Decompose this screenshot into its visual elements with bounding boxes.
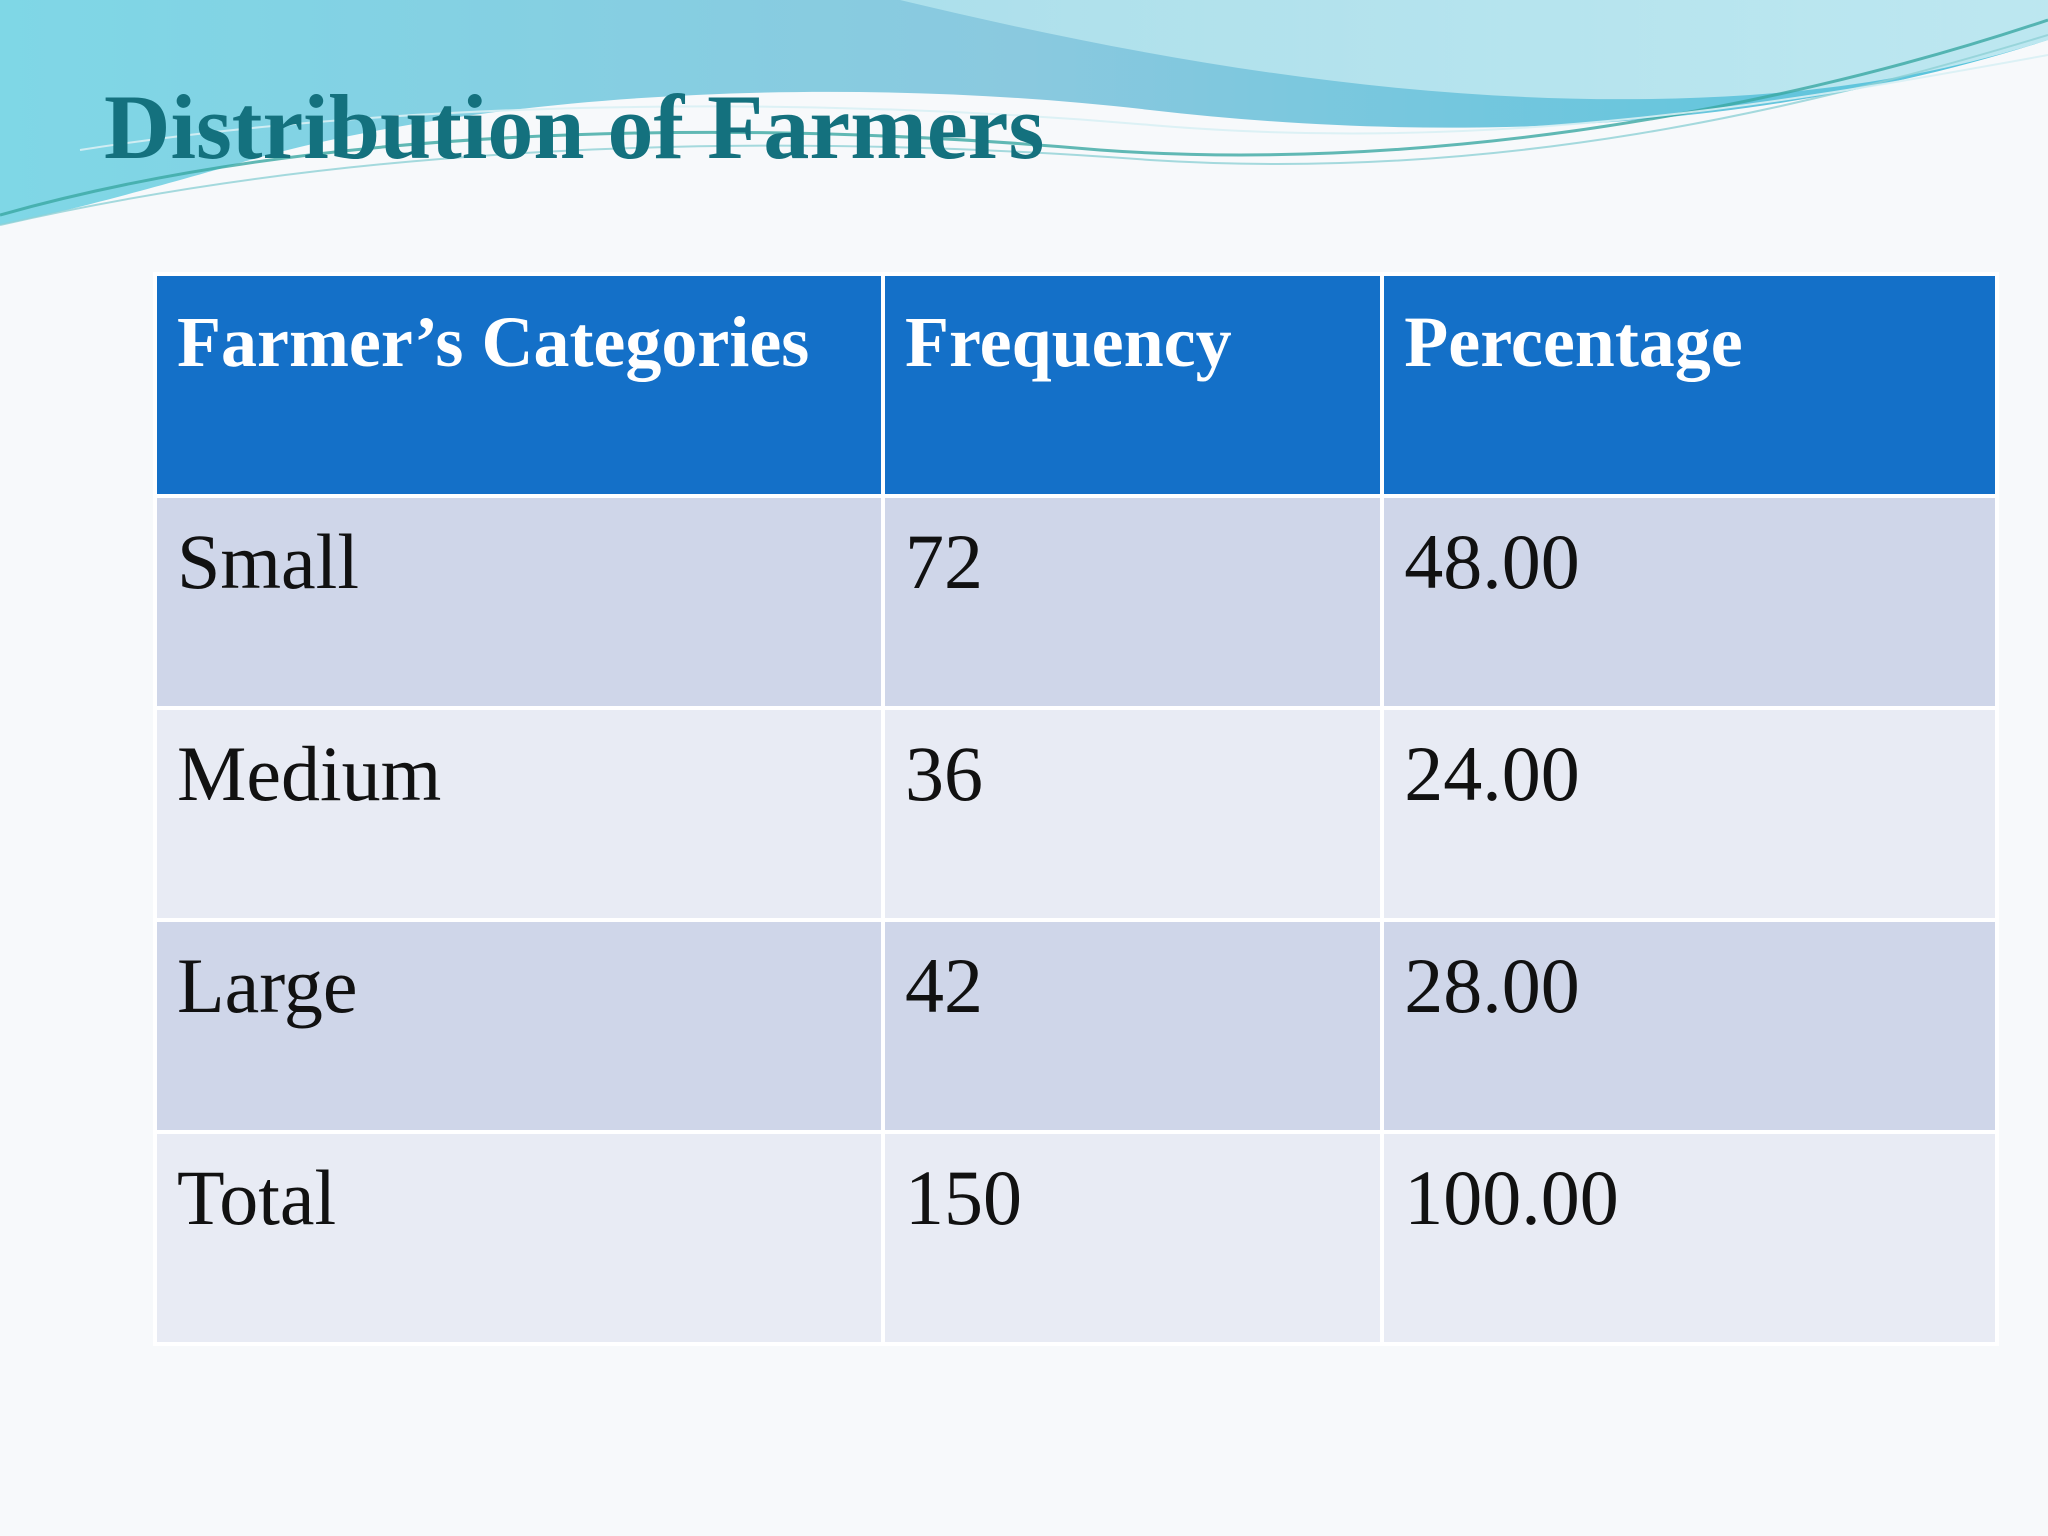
header-farmers-categories: Farmer’s Categories [157, 276, 881, 494]
cell-frequency: 150 [885, 1134, 1381, 1342]
farmers-distribution-table: Farmer’s Categories Frequency Percentage… [153, 272, 1999, 1346]
cell-category: Small [157, 498, 881, 706]
table-row-small: Small 72 48.00 [157, 498, 1995, 706]
header-frequency: Frequency [885, 276, 1381, 494]
table-row-medium: Medium 36 24.00 [157, 710, 1995, 918]
table-header-row: Farmer’s Categories Frequency Percentage [157, 276, 1995, 494]
header-percentage: Percentage [1384, 276, 1995, 494]
slide-title: Distribution of Farmers [104, 76, 1045, 178]
cell-percentage: 24.00 [1384, 710, 1995, 918]
cell-percentage: 100.00 [1384, 1134, 1995, 1342]
cell-frequency: 42 [885, 922, 1381, 1130]
cell-category: Total [157, 1134, 881, 1342]
cell-frequency: 36 [885, 710, 1381, 918]
cell-frequency: 72 [885, 498, 1381, 706]
cell-percentage: 28.00 [1384, 922, 1995, 1130]
table-row-total: Total 150 100.00 [157, 1134, 1995, 1342]
cell-category: Large [157, 922, 881, 1130]
table-row-large: Large 42 28.00 [157, 922, 1995, 1130]
cell-category: Medium [157, 710, 881, 918]
cell-percentage: 48.00 [1384, 498, 1995, 706]
decorative-wave-background [0, 0, 2048, 226]
